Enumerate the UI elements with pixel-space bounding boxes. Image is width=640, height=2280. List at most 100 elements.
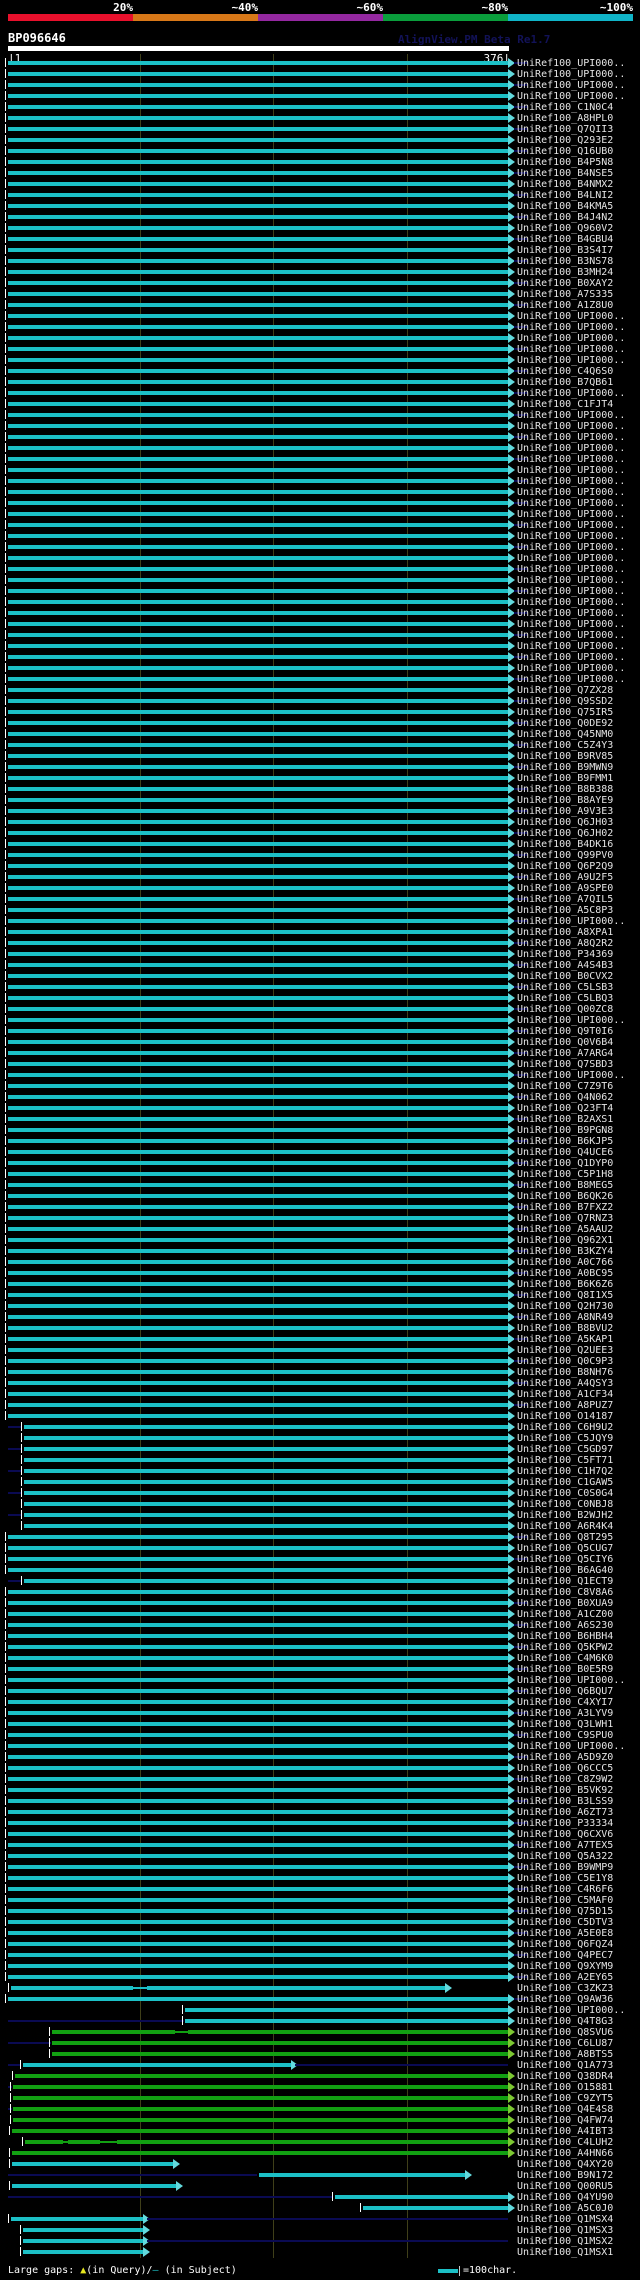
hit-bar[interactable] xyxy=(8,1777,508,1781)
hit-arrowhead-icon[interactable] xyxy=(508,366,515,376)
hit-bar[interactable] xyxy=(12,2184,176,2188)
hit-arrowhead-icon[interactable] xyxy=(508,498,515,508)
hit-arrowhead-icon[interactable] xyxy=(508,960,515,970)
hit-bar[interactable] xyxy=(8,1194,508,1198)
hit-bar[interactable] xyxy=(8,622,508,626)
hit-bar[interactable] xyxy=(22,2063,291,2067)
hit-bar[interactable] xyxy=(13,2118,508,2122)
hit-arrowhead-icon[interactable] xyxy=(508,1026,515,1036)
hit-label[interactable]: UniRef100_Q960V2 xyxy=(517,223,614,234)
hit-arrowhead-icon[interactable] xyxy=(508,1840,515,1850)
hit-bar[interactable] xyxy=(8,457,508,461)
hit-label[interactable]: UniRef100_UPI000.. xyxy=(517,454,626,465)
hit-label[interactable]: UniRef100_UPI000.. xyxy=(517,344,626,355)
hit-bar[interactable] xyxy=(8,1843,508,1847)
hit-label[interactable]: UniRef100_UPI000.. xyxy=(517,564,626,575)
hit-label[interactable]: UniRef100_A8HPL0 xyxy=(517,113,614,124)
hit-arrowhead-icon[interactable] xyxy=(173,2159,181,2169)
hit-label[interactable]: UniRef100_C4XYI7 xyxy=(517,1697,614,1708)
hit-bar[interactable] xyxy=(8,1150,508,1154)
hit-bar[interactable] xyxy=(8,1062,508,1066)
hit-bar[interactable] xyxy=(8,83,508,87)
hit-label[interactable]: UniRef100_A4QSY3 xyxy=(517,1378,614,1389)
hit-bar[interactable] xyxy=(8,413,508,417)
hit-bar[interactable] xyxy=(8,875,508,879)
hit-arrowhead-icon[interactable] xyxy=(508,1180,515,1190)
hit-arrowhead-icon[interactable] xyxy=(508,80,515,90)
hit-label[interactable]: UniRef100_Q0C9P3 xyxy=(517,1356,614,1367)
hit-label[interactable]: UniRef100_Q0V6B4 xyxy=(517,1037,614,1048)
hit-label[interactable]: UniRef100_Q1A773 xyxy=(517,2060,614,2071)
hit-label[interactable]: UniRef100_P34369 xyxy=(517,949,614,960)
hit-label[interactable]: UniRef100_B2WJH2 xyxy=(517,1510,614,1521)
hit-arrowhead-icon[interactable] xyxy=(508,1917,515,1927)
hit-arrowhead-icon[interactable] xyxy=(508,1246,515,1256)
hit-label[interactable]: UniRef100_C4LUH2 xyxy=(517,2137,614,2148)
hit-label[interactable]: UniRef100_Q23FT4 xyxy=(517,1103,614,1114)
hit-label[interactable]: UniRef100_UPI000.. xyxy=(517,322,626,333)
hit-label[interactable]: UniRef100_B6HBH4 xyxy=(517,1631,614,1642)
hit-bar[interactable] xyxy=(8,798,508,802)
hit-label[interactable]: UniRef100_A5C0J0 xyxy=(517,2203,614,2214)
hit-label[interactable]: UniRef100_UPI000.. xyxy=(517,542,626,553)
hit-arrowhead-icon[interactable] xyxy=(508,828,515,838)
hit-label[interactable]: UniRef100_A4HN66 xyxy=(517,2148,614,2159)
hit-label[interactable]: UniRef100_Q4E4S8 xyxy=(517,2104,614,2115)
hit-label[interactable]: UniRef100_B4NMX2 xyxy=(517,179,614,190)
hit-label[interactable]: UniRef100_UPI000.. xyxy=(517,421,626,432)
hit-arrowhead-icon[interactable] xyxy=(508,1114,515,1124)
hit-arrowhead-icon[interactable] xyxy=(508,91,515,101)
hit-bar[interactable] xyxy=(8,1546,508,1550)
hit-arrowhead-icon[interactable] xyxy=(508,311,515,321)
hit-arrowhead-icon[interactable] xyxy=(508,927,515,937)
hit-bar[interactable] xyxy=(22,2250,143,2254)
hit-label[interactable]: UniRef100_C6H9U2 xyxy=(517,1422,614,1433)
hit-label[interactable]: UniRef100_Q5A322 xyxy=(517,1851,614,1862)
hit-arrowhead-icon[interactable] xyxy=(508,707,515,717)
hit-bar[interactable] xyxy=(8,831,508,835)
hit-label[interactable]: UniRef100_Q8I1X5 xyxy=(517,1290,614,1301)
hit-bar[interactable] xyxy=(8,743,508,747)
hit-label[interactable]: UniRef100_Q1MSX2 xyxy=(517,2236,614,2247)
hit-bar[interactable] xyxy=(8,446,508,450)
hit-arrowhead-icon[interactable] xyxy=(508,1906,515,1916)
hit-label[interactable]: UniRef100_C7Z9T6 xyxy=(517,1081,614,1092)
hit-label[interactable]: UniRef100_UPI000.. xyxy=(517,476,626,487)
hit-bar[interactable] xyxy=(8,468,508,472)
hit-bar[interactable] xyxy=(185,2008,508,2012)
hit-arrowhead-icon[interactable] xyxy=(508,58,515,68)
hit-arrowhead-icon[interactable] xyxy=(445,1983,453,1993)
hit-arrowhead-icon[interactable] xyxy=(508,1224,515,1234)
hit-bar[interactable] xyxy=(8,1612,508,1616)
hit-label[interactable]: UniRef100_UPI000.. xyxy=(517,80,626,91)
hit-bar[interactable] xyxy=(8,402,508,406)
hit-arrowhead-icon[interactable] xyxy=(508,861,515,871)
hit-arrowhead-icon[interactable] xyxy=(508,1851,515,1861)
hit-arrowhead-icon[interactable] xyxy=(508,795,515,805)
hit-arrowhead-icon[interactable] xyxy=(508,641,515,651)
hit-arrowhead-icon[interactable] xyxy=(508,619,515,629)
hit-label[interactable]: UniRef100_Q4PEC7 xyxy=(517,1950,614,1961)
hit-bar[interactable] xyxy=(8,644,508,648)
hit-bar[interactable] xyxy=(188,2030,508,2034)
hit-bar[interactable] xyxy=(8,1810,508,1814)
hit-label[interactable]: UniRef100_C5LSB3 xyxy=(517,982,614,993)
hit-label[interactable]: UniRef100_UPI000.. xyxy=(517,553,626,564)
hit-arrowhead-icon[interactable] xyxy=(508,1829,515,1839)
hit-bar[interactable] xyxy=(8,1909,508,1913)
hit-arrowhead-icon[interactable] xyxy=(508,1191,515,1201)
hit-bar[interactable] xyxy=(13,2096,508,2100)
hit-arrowhead-icon[interactable] xyxy=(508,1719,515,1729)
hit-label[interactable]: UniRef100_Q2UEE3 xyxy=(517,1345,614,1356)
hit-bar[interactable] xyxy=(8,1766,508,1770)
hit-arrowhead-icon[interactable] xyxy=(508,1620,515,1630)
hit-arrowhead-icon[interactable] xyxy=(508,1444,515,1454)
hit-bar[interactable] xyxy=(8,1216,508,1220)
hit-bar[interactable] xyxy=(22,2239,143,2243)
hit-label[interactable]: UniRef100_A6ZT73 xyxy=(517,1807,614,1818)
hit-label[interactable]: UniRef100_B3NS78 xyxy=(517,256,614,267)
hit-arrowhead-icon[interactable] xyxy=(508,1785,515,1795)
hit-label[interactable]: UniRef100_A5C8P3 xyxy=(517,905,614,916)
hit-arrowhead-icon[interactable] xyxy=(508,146,515,156)
hit-label[interactable]: UniRef100_C5P1H8 xyxy=(517,1169,614,1180)
